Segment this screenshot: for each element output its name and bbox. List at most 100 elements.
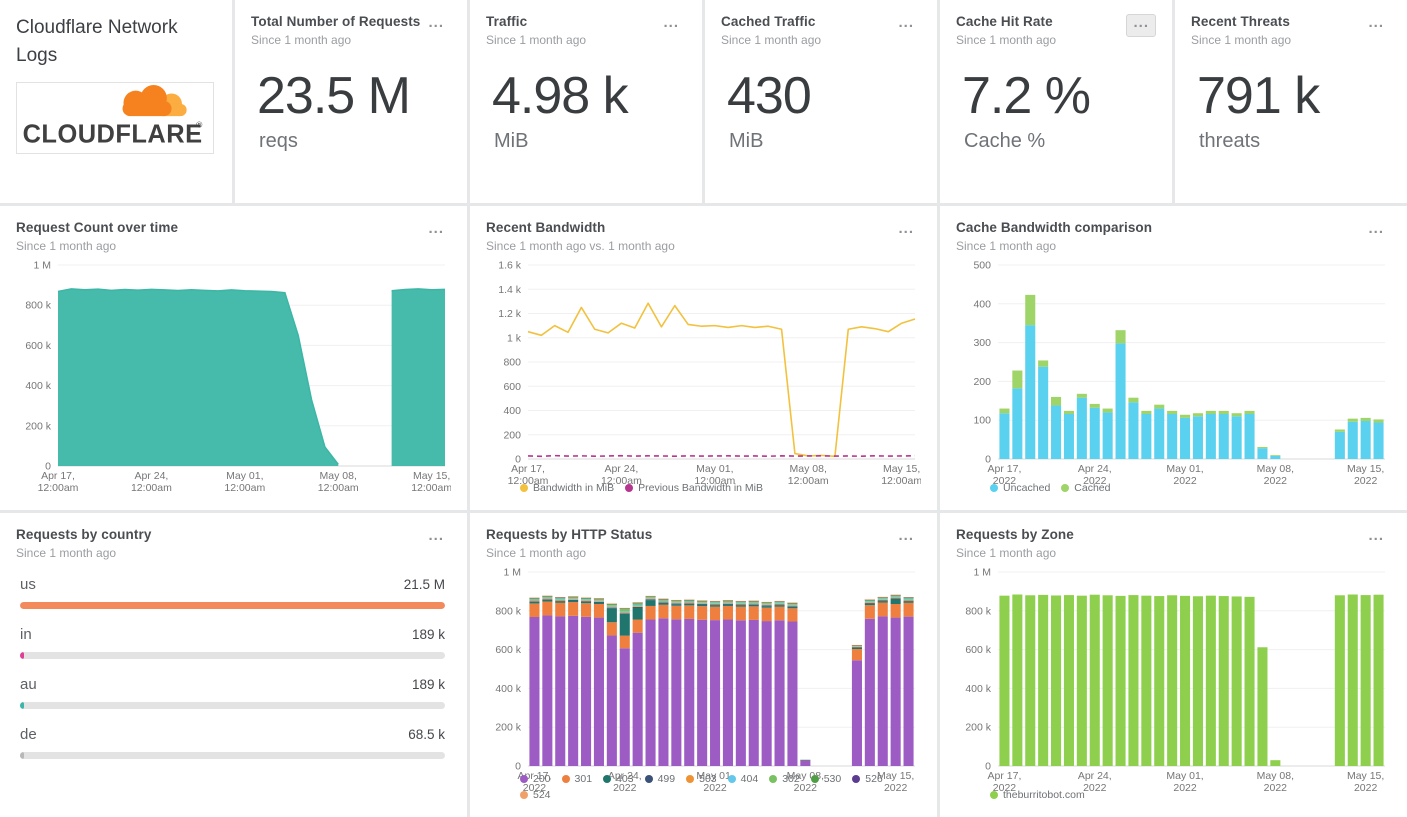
- panel-menu-ellipsis-icon[interactable]: ...: [1361, 14, 1391, 37]
- svg-text:May 08,: May 08,: [1257, 770, 1294, 782]
- legend-label: 200: [533, 773, 551, 785]
- svg-text:100: 100: [973, 415, 991, 427]
- legend-item-200[interactable]: 200: [520, 773, 551, 785]
- legend-item-cached[interactable]: Cached: [1061, 482, 1110, 494]
- legend-color-dot-icon: [520, 791, 528, 799]
- country-row-in: in 189 k: [20, 626, 445, 659]
- svg-text:12:00am: 12:00am: [38, 482, 79, 494]
- panel-title: Cached Traffic: [721, 14, 816, 29]
- panel-cache-bandwidth: Cache Bandwidth comparison Since 1 month…: [940, 206, 1407, 510]
- panel-title: Cache Bandwidth comparison: [956, 220, 1153, 235]
- country-bar[interactable]: [20, 602, 445, 609]
- panel-menu-ellipsis-icon[interactable]: ...: [421, 220, 451, 243]
- svg-text:600: 600: [503, 381, 521, 393]
- legend-label: Previous Bandwidth in MiB: [638, 482, 764, 494]
- legend-color-dot-icon: [520, 484, 528, 492]
- zone-legend: theburritobot.com: [956, 784, 1391, 803]
- legend-color-dot-icon: [990, 484, 998, 492]
- svg-text:2022: 2022: [1083, 475, 1107, 487]
- panel-menu-ellipsis-icon[interactable]: ...: [1361, 220, 1391, 243]
- legend-label: Cached: [1074, 482, 1111, 494]
- panel-subtitle: Since 1 month ago: [956, 239, 1057, 253]
- svg-text:1 M: 1 M: [33, 260, 51, 272]
- svg-text:0: 0: [515, 454, 521, 466]
- svg-text:2022: 2022: [1264, 475, 1288, 487]
- stat-value: 7.2 %: [962, 67, 1091, 125]
- panel-menu-ellipsis-icon[interactable]: ...: [891, 14, 921, 37]
- legend-item-bandwidth-in-mib[interactable]: Bandwidth in MiB: [520, 482, 614, 494]
- svg-text:2022: 2022: [613, 782, 637, 794]
- panel-menu-ellipsis-icon[interactable]: ...: [421, 527, 451, 550]
- panel-total-requests: Total Number of Requests Since 1 month a…: [235, 0, 467, 203]
- legend-item-524[interactable]: 524: [520, 789, 551, 801]
- legend-item-530[interactable]: 530: [810, 773, 841, 785]
- panel-menu-ellipsis-icon[interactable]: ...: [421, 14, 451, 37]
- country-bar[interactable]: [20, 752, 24, 759]
- legend-label: Uncached: [1003, 482, 1051, 494]
- svg-text:May 08,: May 08,: [320, 470, 357, 482]
- panel-menu-ellipsis-icon[interactable]: ...: [656, 14, 686, 37]
- country-bar-track: [20, 702, 445, 709]
- legend-item-403[interactable]: 403: [603, 773, 634, 785]
- legend-color-dot-icon: [727, 775, 736, 783]
- panel-title: Recent Bandwidth: [486, 220, 606, 235]
- legend-label: 503: [699, 773, 717, 785]
- logo-registered-mark: ®: [196, 120, 203, 130]
- legend-item-499[interactable]: 499: [644, 773, 675, 785]
- legend-item-404[interactable]: 404: [727, 773, 758, 785]
- svg-text:May 15,: May 15,: [1347, 463, 1384, 475]
- cloudflare-logo: CLOUDFLARE ®: [16, 82, 214, 155]
- legend-item-302[interactable]: 302: [769, 773, 800, 785]
- legend-item-uncached[interactable]: Uncached: [990, 482, 1050, 494]
- svg-text:1 M: 1 M: [973, 567, 991, 579]
- panel-menu-ellipsis-icon[interactable]: ...: [891, 527, 921, 550]
- panel-title: Cache Hit Rate: [956, 14, 1053, 29]
- svg-text:400 k: 400 k: [965, 683, 991, 695]
- country-bar[interactable]: [20, 652, 24, 659]
- recent-bandwidth-legend: Bandwidth in MiB Previous Bandwidth in Mi…: [486, 477, 921, 496]
- panel-menu-ellipsis-icon[interactable]: ...: [1361, 527, 1391, 550]
- svg-text:2022: 2022: [1264, 782, 1288, 794]
- svg-text:12:00am: 12:00am: [601, 475, 642, 487]
- panel-subtitle: Since 1 month ago vs. 1 month ago: [486, 239, 675, 253]
- country-bar[interactable]: [20, 702, 24, 709]
- svg-text:May 15,: May 15,: [1347, 770, 1384, 782]
- cache-bandwidth-bar-chart[interactable]: 0 100 200 300 400 500 Apr 17, 2022 Apr 24, 2022 Ma…: [956, 257, 1391, 487]
- panel-subtitle: Since 1 month ago: [251, 33, 352, 47]
- svg-text:500: 500: [973, 260, 991, 272]
- panel-menu-ellipsis-icon[interactable]: ...: [1126, 14, 1156, 37]
- legend-label: Bandwidth in MiB: [533, 482, 615, 494]
- svg-text:600 k: 600 k: [495, 644, 521, 656]
- panel-subtitle: Since 1 month ago: [956, 546, 1057, 560]
- svg-text:400 k: 400 k: [25, 380, 51, 392]
- legend-color-dot-icon: [769, 775, 778, 783]
- legend-item-theburritobot-com[interactable]: theburritobot.com: [990, 789, 1085, 801]
- panel-cache-hit-rate: Cache Hit Rate Since 1 month ago ... 7.2…: [940, 0, 1172, 203]
- svg-text:May 01,: May 01,: [1166, 770, 1203, 782]
- legend-item-503[interactable]: 503: [686, 773, 717, 785]
- recent-bandwidth-line-chart[interactable]: 0 200 400 600 800 1 k 1.2 k 1.4 k 1.6 k Apr 17, 12…: [486, 257, 921, 488]
- panel-title: Traffic: [486, 14, 528, 29]
- svg-text:600 k: 600 k: [965, 644, 991, 656]
- svg-text:May 15,: May 15,: [877, 770, 914, 782]
- dashboard-title: Cloudflare Network Logs: [16, 17, 178, 66]
- country-row-au: au 189 k: [20, 676, 445, 709]
- svg-text:Apr 17,: Apr 17,: [988, 770, 1022, 782]
- panel-menu-ellipsis-icon[interactable]: ...: [891, 220, 921, 243]
- legend-item-526[interactable]: 526: [852, 773, 883, 785]
- legend-item-301[interactable]: 301: [561, 773, 592, 785]
- legend-item-previous-bandwidth-in-mib[interactable]: Previous Bandwidth in MiB: [625, 482, 763, 494]
- panel-subtitle: Since 1 month ago: [16, 239, 117, 253]
- svg-text:0: 0: [45, 461, 51, 473]
- svg-text:300: 300: [973, 337, 991, 349]
- legend-color-dot-icon: [625, 484, 634, 492]
- panel-title: Requests by Zone: [956, 527, 1074, 542]
- svg-text:2022: 2022: [993, 475, 1017, 487]
- svg-text:1.4 k: 1.4 k: [498, 284, 522, 296]
- http-status-legend: 200 301 403 499 503 404 302 530 526 524: [486, 768, 921, 803]
- svg-text:0: 0: [515, 761, 521, 773]
